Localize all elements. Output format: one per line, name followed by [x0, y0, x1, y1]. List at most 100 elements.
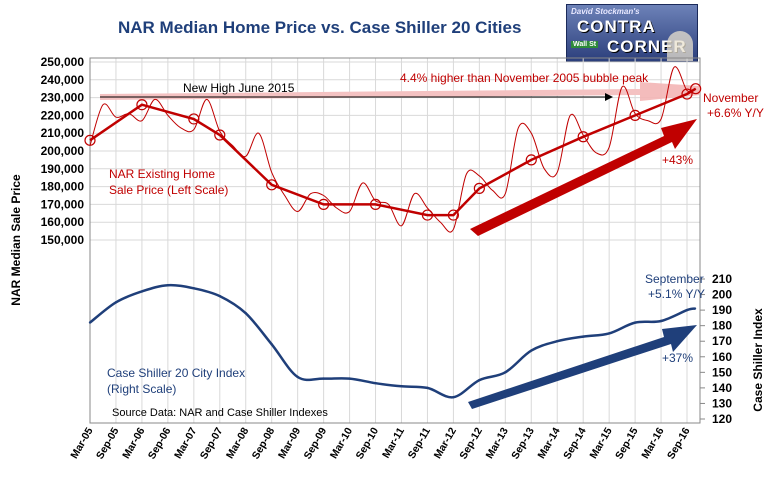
chart-title: NAR Median Home Price vs. Case Shiller 2…	[118, 18, 522, 37]
pct43-label: +43%	[662, 153, 693, 167]
x-tick-label: Mar-08	[224, 425, 251, 460]
case-shiller-point	[693, 307, 697, 310]
case-shiller-point	[426, 386, 429, 390]
cs-series-label-2: (Right Scale)	[107, 382, 176, 396]
case-shiller-point	[633, 321, 637, 324]
x-tick-label: Sep-07	[198, 425, 226, 461]
y-tick-label: 180,000	[41, 180, 85, 194]
x-tick-label: Mar-13	[484, 425, 511, 460]
x-tick-label: Sep-05	[94, 425, 122, 461]
x-tick-label: Sep-06	[146, 425, 174, 461]
case-shiller-point	[218, 294, 221, 298]
september-yy-label: +5.1% Y/Y	[648, 287, 705, 301]
case-shiller-point	[140, 290, 144, 293]
x-tick-label: Sep-11	[406, 425, 433, 460]
x-tick-label: Mar-06	[120, 425, 147, 460]
y-axis-title: NAR Median Sale Price	[9, 174, 23, 306]
x-tick-label: Mar-05	[68, 425, 95, 460]
nar-trend-point	[525, 154, 537, 166]
y2-tick-label: 120	[712, 412, 732, 426]
nar-trend-point	[421, 209, 434, 221]
y2-tick-label: 190	[712, 303, 732, 317]
x-tick-label: Sep-12	[457, 425, 485, 461]
x-tick-label: Mar-16	[639, 425, 666, 460]
case-shiller-point	[374, 382, 377, 385]
case-shiller-point	[400, 385, 403, 388]
source-label: Source Data: NAR and Case Shiller Indexe…	[112, 407, 328, 419]
nar-trend-point	[84, 134, 96, 146]
y-tick-label: 190,000	[41, 162, 85, 176]
nar-trend-point	[266, 179, 278, 191]
x-tick-label: Mar-10	[328, 425, 355, 460]
y-tick-label: 240,000	[41, 73, 85, 87]
peak-band-stripe	[99, 89, 641, 100]
y2-tick-label: 140	[712, 381, 732, 395]
logo-byline: David Stockman's	[571, 7, 640, 16]
y-tick-label: 230,000	[41, 91, 85, 105]
y-tick-label: 200,000	[41, 144, 85, 158]
y2-tick-label: 170	[712, 334, 732, 348]
case-shiller-point	[192, 287, 196, 290]
nar-trend-line	[89, 87, 697, 217]
nar-trend-point	[690, 83, 702, 95]
nar-trend-point	[318, 198, 330, 210]
nar-trend-point	[681, 88, 693, 100]
bubble-peak-label: 4.4% higher than November 2005 bubble pe…	[400, 71, 649, 85]
nar-trend-point	[629, 109, 641, 122]
y2-tick-label: 210	[712, 272, 732, 286]
new-high-label: New High June 2015	[183, 81, 295, 95]
case-shiller-point	[244, 312, 247, 315]
series	[84, 66, 702, 399]
nar-monthly-line	[89, 66, 696, 233]
case-shiller-point	[478, 378, 481, 382]
pct37-label: +37%	[662, 351, 693, 365]
contra-corner-logo: David Stockman's CONTRA Wall St CORNER	[566, 4, 698, 62]
case-shiller-point	[530, 349, 533, 352]
case-shiller-point	[685, 308, 689, 312]
y-tick-label: 150,000	[41, 233, 85, 247]
axes: Mar-05Sep-05Mar-06Sep-06Mar-07Sep-07Mar-…	[41, 55, 733, 461]
nar-trend-point	[188, 113, 200, 125]
case-shiller-point	[504, 371, 507, 374]
nar-trend-point	[136, 99, 148, 111]
plot-area-border	[89, 57, 701, 424]
x-tick-label: Mar-09	[276, 425, 303, 460]
case-shiller-point	[607, 332, 611, 335]
nar-trend-point	[369, 198, 382, 210]
case-shiller-point	[114, 301, 118, 304]
x-tick-label: Mar-14	[536, 425, 563, 460]
nar-series-label-2: Sale Price (Left Scale)	[109, 183, 228, 197]
logo-street-sign: Wall St	[571, 41, 599, 48]
y2-axis-title: Case Shiller Index	[751, 308, 765, 412]
case-shiller-point	[659, 319, 663, 323]
y2-tick-label: 160	[712, 350, 732, 364]
case-shiller-point	[166, 284, 170, 287]
x-tick-label: Sep-08	[250, 425, 278, 461]
nar-series-label-1: NAR Existing Home	[109, 167, 215, 181]
y-tick-label: 170,000	[41, 197, 85, 211]
logo-word-contra: CONTRA	[577, 17, 656, 36]
capitol-dome-icon	[667, 31, 693, 61]
nar-trend-point	[214, 129, 226, 141]
cs-trend-arrow	[468, 325, 697, 409]
y2-tick-label: 180	[712, 319, 732, 333]
y-tick-label: 250,000	[41, 55, 85, 69]
case-shiller-point	[322, 377, 325, 380]
nar-trend-point	[473, 182, 485, 194]
x-tick-label: Sep-09	[302, 425, 330, 461]
case-shiller-point	[296, 375, 299, 379]
x-tick-label: Mar-12	[432, 425, 459, 460]
september-label: September	[645, 272, 704, 286]
y2-tick-label: 200	[712, 288, 732, 302]
nar-trend-point	[447, 209, 460, 221]
case-shiller-point	[270, 343, 273, 346]
y2-tick-label: 130	[712, 396, 732, 410]
x-tick-label: Sep-13	[509, 425, 537, 461]
cs-series-label-1: Case Shiller 20 City Index	[107, 366, 245, 380]
case-shiller-point	[556, 340, 559, 343]
x-tick-label: Sep-15	[613, 425, 641, 461]
x-tick-label: Mar-11	[380, 425, 407, 460]
logo-word-corner: CORNER	[607, 37, 687, 56]
case-shiller-line	[89, 283, 696, 399]
